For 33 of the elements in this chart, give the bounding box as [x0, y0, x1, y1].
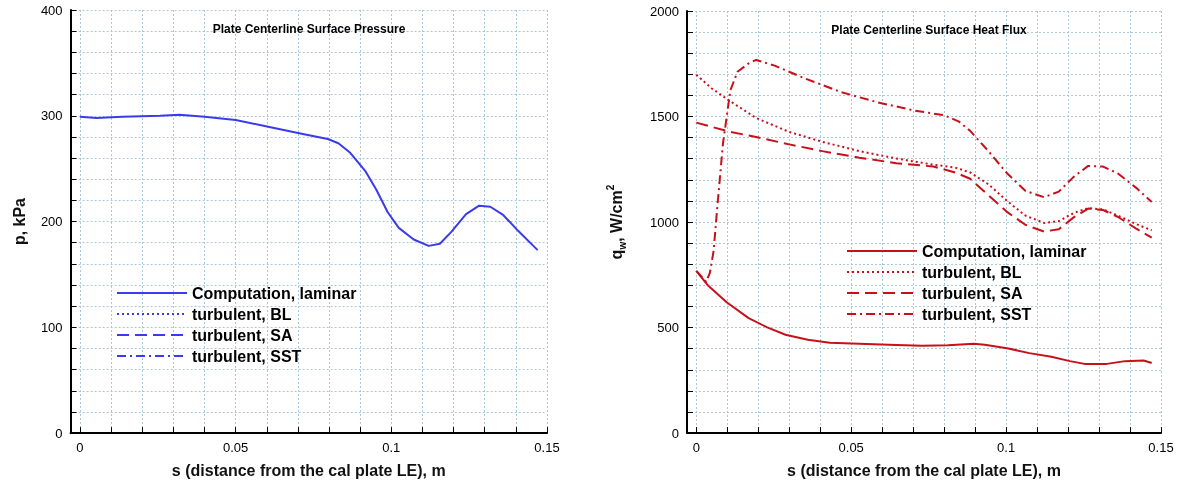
y-tick-label: 200 [40, 214, 63, 230]
x-tick-label: 0.15 [534, 440, 560, 456]
legend-label: turbulent, SA [922, 284, 1023, 302]
x-tick-label: 0.1 [382, 440, 401, 456]
x-axis-title: s (distance from the cal plate LE), m [787, 461, 1061, 479]
y-tick-label: 0 [55, 425, 63, 441]
legend-label: turbulent, SA [192, 326, 293, 344]
y-tick-label: 1500 [650, 109, 679, 125]
legend-label: turbulent, SST [192, 347, 302, 365]
x-tick-label: 0 [692, 440, 700, 456]
y-tick-label: 300 [40, 108, 63, 124]
y-tick-label: 400 [40, 2, 63, 18]
x-tick-label: 0.15 [1148, 440, 1174, 456]
line-series [78, 113, 539, 252]
legend-label: turbulent, BL [192, 305, 292, 323]
legend-label: Computation, laminar [192, 284, 357, 302]
legend-label: turbulent, SST [922, 305, 1032, 323]
legend-label: turbulent, BL [922, 263, 1022, 281]
x-axis-title: s (distance from the cal plate LE), m [171, 461, 446, 479]
y-tick-label: 1000 [650, 214, 679, 230]
text: Plate Centerline Surface Pressure [212, 22, 406, 36]
y-axis-title: p, kPa [10, 197, 28, 246]
y-tick-label: 500 [657, 320, 679, 336]
y-tick-label: 100 [40, 319, 63, 335]
x-tick-label: 0.05 [838, 440, 864, 456]
x-tick-label: 0.05 [222, 440, 249, 456]
x-tick-label: 0 [76, 440, 84, 456]
y-tick-label: 2000 [650, 3, 679, 19]
y-tick-label: 0 [671, 425, 679, 441]
text: Plate Centerline Surface Heat Flux [831, 23, 1028, 37]
x-tick-label: 0.1 [997, 440, 1016, 456]
y-axis-title: qw, W/cm2 [604, 184, 628, 260]
legend-label: Computation, laminar [922, 242, 1087, 260]
